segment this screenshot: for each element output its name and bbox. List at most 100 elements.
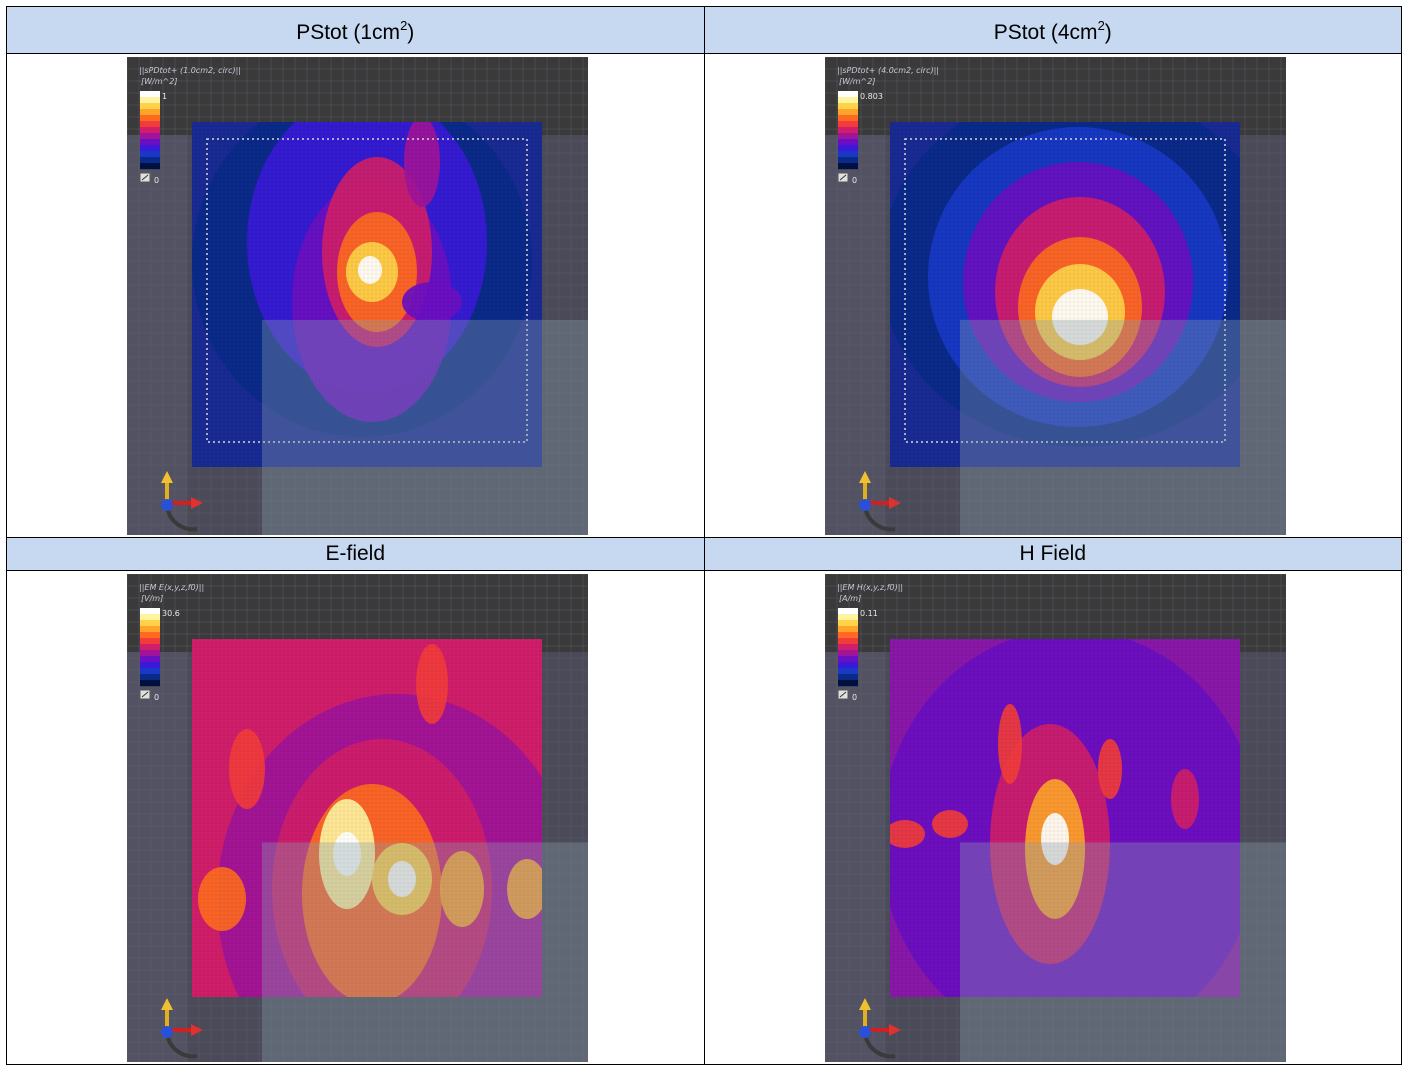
header-superscript: 2 (400, 18, 408, 33)
xyz-axis-triad-icon (858, 471, 901, 532)
colorbar-step (837, 115, 858, 122)
colorbar-step (837, 608, 858, 615)
quantity-label: ||sPDtot+ (1.0cm2, circ)|| (139, 66, 241, 75)
quantity-label: ||sPDtot+ (4.0cm2, circ)|| (837, 66, 939, 75)
header-label-end: ) (407, 21, 415, 44)
header-label: PStot (1cm (296, 21, 401, 44)
colorbar-step (140, 620, 160, 627)
side-overlay (127, 135, 187, 535)
heatmap-scan-area (889, 122, 1240, 467)
colorbar-step (837, 650, 858, 657)
unit-label: [A/m] (839, 594, 861, 603)
colorbar (837, 608, 858, 700)
phantom-overlay (262, 319, 588, 535)
colorbar-step (837, 145, 858, 152)
cell-h-field-plot: ||EM H(x,y,z,f0)|| [A/m] 0.11 0 (703, 570, 1402, 1065)
header-label: H Field (1019, 542, 1087, 565)
colorbar-step (140, 97, 160, 104)
colorbar-step (837, 656, 858, 663)
colorbar-step (140, 680, 160, 687)
heatmap-viewport-pstot-1cm: ||sPDtot+ (1.0cm2, circ)|| [W/m^2] 1 0 (127, 57, 588, 535)
colorbar-step (140, 115, 160, 122)
colorbar-step (837, 680, 858, 687)
colorbar-step (837, 103, 858, 110)
header-label: PStot (4cm (993, 21, 1098, 44)
unit-label: [W/m^2] (141, 77, 177, 86)
colorbar-step (837, 674, 858, 681)
colorbar-step (837, 109, 858, 116)
evaluation-region-outline (206, 138, 528, 443)
heatmap-contour (1097, 739, 1122, 799)
quantity-label: ||EM H(x,y,z,f0)|| (837, 583, 903, 592)
colorbar-step (837, 151, 858, 158)
header-pstot-4cm: PStot (4cm2) (703, 6, 1402, 54)
cell-pstot-1cm-plot: ||sPDtot+ (1.0cm2, circ)|| [W/m^2] 1 0 (6, 53, 705, 538)
colorbar-step (140, 632, 160, 639)
colorbar-step (140, 109, 160, 116)
cell-e-field-plot: ||EM E(x,y,z,f0)|| [V/m] 30.6 0 (6, 570, 705, 1065)
heatmap-viewport-e-field: ||EM E(x,y,z,f0)|| [V/m] 30.6 0 (127, 574, 588, 1062)
heatmap-viewport-h-field: ||EM H(x,y,z,f0)|| [A/m] 0.11 0 (824, 574, 1286, 1062)
xyz-axis-triad-icon (858, 998, 901, 1059)
colorbar-step (140, 163, 160, 170)
colorbar-step (837, 133, 858, 140)
heatmap-contour (358, 256, 382, 284)
figure-table: PStot (1cm2) PStot (4cm2) ||sPDtot+ (1.0… (6, 6, 1402, 1065)
colorbar-step (140, 638, 160, 645)
heatmap-contour (997, 704, 1022, 784)
colorbar-step (140, 121, 160, 128)
heatmap-svg: ||EM H(x,y,z,f0)|| [A/m] 0.11 0 (824, 574, 1286, 1062)
header-label-end: ) (1104, 21, 1112, 44)
heatmap-contour (507, 859, 542, 919)
colorbar-step (140, 151, 160, 158)
colorbar-step (140, 656, 160, 663)
heatmap-scan-area (889, 639, 1240, 997)
colorbar-step (837, 668, 858, 675)
scale-max-label: 30.6 (162, 609, 180, 618)
heatmap-contour (388, 861, 416, 897)
heatmap-contour (404, 122, 440, 207)
colorbar-step (837, 644, 858, 651)
unit-label: [W/m^2] (839, 77, 875, 86)
colorbar-step (837, 91, 858, 98)
colorbar-step (837, 139, 858, 146)
scale-max-label: 0.803 (860, 92, 883, 101)
header-pstot-1cm: PStot (1cm2) (6, 6, 705, 54)
phantom-overlay (959, 842, 1286, 1062)
unit-label: [V/m] (141, 594, 163, 603)
heatmap-contour (931, 810, 968, 838)
colorbar-step (140, 133, 160, 140)
heatmap-contour (416, 644, 448, 724)
colorbar-step (837, 626, 858, 633)
header-h-field: H Field (703, 537, 1402, 571)
xyz-axis-triad-icon (161, 998, 203, 1059)
heatmap-svg: ||EM E(x,y,z,f0)|| [V/m] 30.6 0 (127, 574, 588, 1062)
colorbar (139, 91, 160, 183)
colorbar-step (837, 632, 858, 639)
colorbar-step (140, 662, 160, 669)
heatmap-contour (1051, 289, 1108, 345)
colorbar-step (837, 121, 858, 128)
evaluation-region-outline (903, 138, 1226, 443)
heatmap-svg: ||sPDtot+ (1.0cm2, circ)|| [W/m^2] 1 0 (127, 57, 588, 535)
heatmap-contour (889, 820, 925, 848)
heatmap-svg: ||sPDtot+ (4.0cm2, circ)|| [W/m^2] 0.803 0 (824, 57, 1286, 535)
header-superscript: 2 (1097, 18, 1105, 33)
quantity-label: ||EM E(x,y,z,f0)|| (139, 583, 204, 592)
phantom-overlay (262, 842, 588, 1062)
colorbar-step (140, 157, 160, 164)
side-overlay (127, 652, 187, 1062)
colorbar (139, 608, 160, 700)
scale-min-label: 0 (154, 176, 159, 185)
colorbar-step (140, 674, 160, 681)
colorbar-step (140, 145, 160, 152)
colorbar-step (140, 614, 160, 621)
scale-min-label: 0 (852, 693, 857, 702)
colorbar-step (140, 626, 160, 633)
colorbar-step (837, 163, 858, 170)
heatmap-contour (1040, 813, 1069, 865)
colorbar-step (140, 650, 160, 657)
scale-max-label: 1 (162, 92, 167, 101)
xyz-axis-triad-icon (161, 471, 203, 532)
colorbar-step (837, 620, 858, 627)
